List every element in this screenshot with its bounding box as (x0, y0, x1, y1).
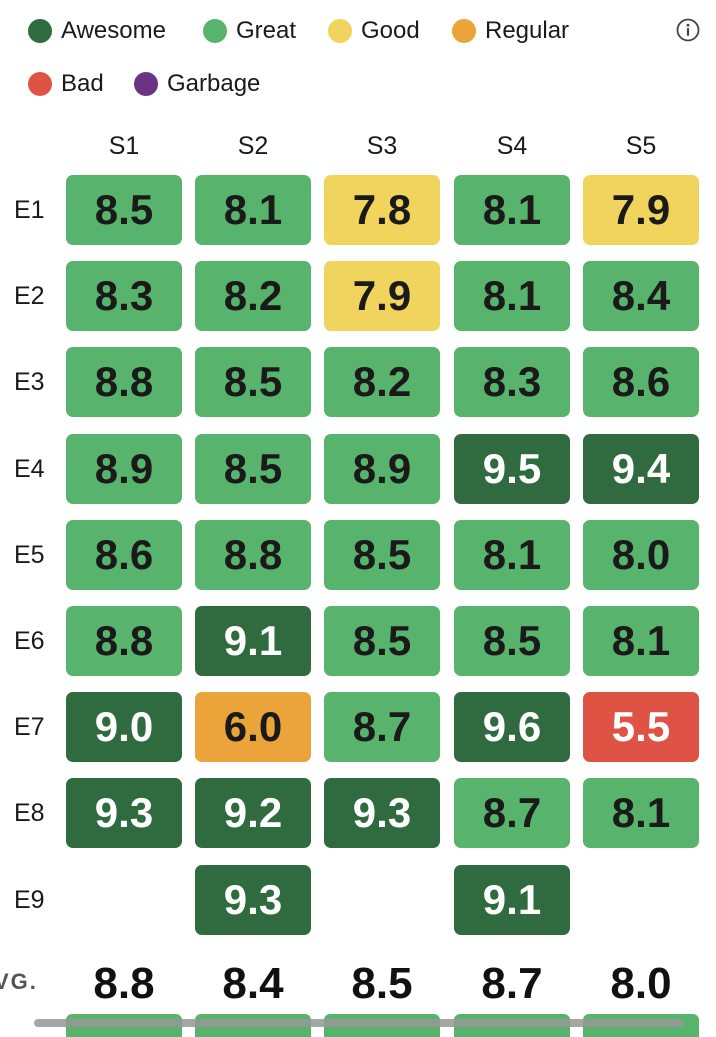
row-header: E2 (14, 282, 45, 310)
row-header: E7 (14, 713, 45, 741)
row-header: E1 (14, 196, 45, 224)
heatmap-cell[interactable]: 9.5 (454, 434, 570, 504)
heatmap-cell[interactable]: 7.9 (324, 261, 440, 331)
heatmap-cell[interactable]: 8.8 (66, 347, 182, 417)
heatmap-cell[interactable]: 8.5 (324, 520, 440, 590)
average-value: 8.4 (222, 959, 284, 1008)
heatmap-cell[interactable]: 9.3 (324, 778, 440, 848)
legend-dot-awesome (28, 19, 52, 43)
heatmap-cell[interactable]: 8.7 (454, 778, 570, 848)
legend-dot-bad (28, 72, 52, 96)
heatmap-cell[interactable]: 7.9 (583, 175, 699, 245)
legend-item-good: Good (328, 16, 420, 46)
row-header: E6 (14, 627, 45, 655)
legend-item-great: Great (203, 16, 296, 46)
heatmap-cell[interactable]: 9.1 (195, 606, 311, 676)
legend-dot-garbage (134, 72, 158, 96)
average-value: 8.5 (351, 959, 413, 1008)
heatmap-cell[interactable]: 8.8 (195, 520, 311, 590)
legend: Awesome Great Good Regular Bad Garbage (0, 0, 716, 120)
legend-dot-great (203, 19, 227, 43)
heatmap-cell[interactable]: 8.1 (583, 778, 699, 848)
legend-dot-regular (452, 19, 476, 43)
column-header: S1 (108, 132, 140, 160)
legend-label: Bad (61, 70, 104, 97)
average-value: 8.8 (93, 959, 155, 1008)
column-header: S5 (625, 132, 657, 160)
heatmap-cell[interactable]: 8.5 (195, 347, 311, 417)
heatmap-cell[interactable]: 9.3 (66, 778, 182, 848)
legend-label: Garbage (167, 70, 261, 97)
info-icon[interactable] (676, 18, 700, 42)
heatmap-cell[interactable]: 9.1 (454, 865, 570, 935)
column-header: S2 (237, 132, 269, 160)
heatmap-cell[interactable]: 8.2 (324, 347, 440, 417)
average-row-label: VG. (0, 969, 38, 994)
heatmap-cell[interactable]: 9.3 (195, 865, 311, 935)
heatmap-cell[interactable]: 8.1 (583, 606, 699, 676)
heatmap-cell[interactable]: 8.7 (324, 692, 440, 762)
heatmap-cell[interactable]: 8.3 (66, 261, 182, 331)
heatmap-cell[interactable]: 8.0 (583, 520, 699, 590)
row-header: E8 (14, 799, 45, 827)
row-header: E5 (14, 541, 45, 569)
heatmap-cell[interactable]: 8.5 (195, 434, 311, 504)
legend-item-regular: Regular (452, 16, 569, 46)
horizontal-scrollbar[interactable] (34, 1019, 684, 1027)
heatmap-cell[interactable]: 9.0 (66, 692, 182, 762)
legend-label: Regular (485, 17, 570, 44)
row-header: E9 (14, 886, 45, 914)
legend-label: Good (361, 17, 420, 44)
heatmap-cell[interactable]: 8.9 (66, 434, 182, 504)
heatmap-cell[interactable]: 9.6 (454, 692, 570, 762)
heatmap-cell[interactable]: 8.1 (195, 175, 311, 245)
heatmap-cell[interactable]: 8.5 (66, 175, 182, 245)
heatmap-cell[interactable]: 8.5 (324, 606, 440, 676)
heatmap-cell[interactable]: 8.3 (454, 347, 570, 417)
column-header: S4 (496, 132, 528, 160)
legend-item-garbage: Garbage (134, 69, 260, 99)
average-value: 8.7 (481, 959, 543, 1008)
heatmap-cell[interactable]: 8.1 (454, 261, 570, 331)
heatmap-cell[interactable]: 7.8 (324, 175, 440, 245)
heatmap-cell[interactable]: 9.4 (583, 434, 699, 504)
average-value: 8.0 (610, 959, 672, 1008)
heatmap-cell[interactable]: 8.8 (66, 606, 182, 676)
legend-label: Great (236, 17, 297, 44)
legend-item-awesome: Awesome (28, 16, 166, 46)
column-header: S3 (366, 132, 398, 160)
heatmap-cell[interactable]: 8.4 (583, 261, 699, 331)
heatmap-cell[interactable]: 8.1 (454, 520, 570, 590)
heatmap-cell[interactable]: 8.1 (454, 175, 570, 245)
row-header: E3 (14, 368, 45, 396)
row-header: E4 (14, 455, 45, 483)
heatmap-cell[interactable]: 6.0 (195, 692, 311, 762)
heatmap-cell[interactable]: 9.2 (195, 778, 311, 848)
legend-label: Awesome (61, 17, 166, 44)
heatmap-cell[interactable]: 8.9 (324, 434, 440, 504)
heatmap-cell[interactable]: 5.5 (583, 692, 699, 762)
heatmap-cell[interactable]: 8.2 (195, 261, 311, 331)
heatmap-cell[interactable]: 8.6 (66, 520, 182, 590)
heatmap-cell[interactable]: 8.6 (583, 347, 699, 417)
legend-dot-good (328, 19, 352, 43)
heatmap-cell[interactable]: 8.5 (454, 606, 570, 676)
legend-item-bad: Bad (28, 69, 104, 99)
